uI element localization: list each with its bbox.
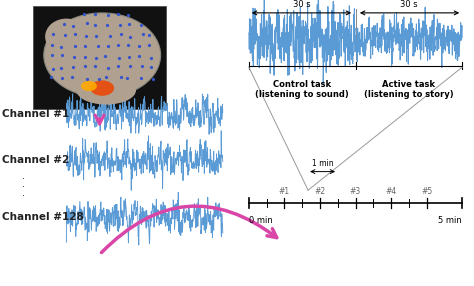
Ellipse shape bbox=[45, 19, 88, 55]
Ellipse shape bbox=[44, 13, 161, 97]
Ellipse shape bbox=[81, 81, 97, 91]
Text: Control task
(listening to sound): Control task (listening to sound) bbox=[255, 80, 349, 100]
Text: 5 min: 5 min bbox=[438, 216, 462, 225]
Text: #5: #5 bbox=[421, 187, 432, 196]
Ellipse shape bbox=[76, 76, 136, 105]
Text: Channel #128: Channel #128 bbox=[2, 212, 84, 222]
Text: #3: #3 bbox=[350, 187, 361, 196]
Bar bbox=[33, 6, 166, 109]
Text: Channel #2: Channel #2 bbox=[2, 155, 70, 165]
Text: Active task
(listening to story): Active task (listening to story) bbox=[364, 80, 454, 100]
Ellipse shape bbox=[90, 80, 114, 96]
Text: #4: #4 bbox=[385, 187, 397, 196]
Text: 0 min: 0 min bbox=[249, 216, 273, 225]
Text: ·
·
·: · · · bbox=[22, 174, 25, 201]
Text: #2: #2 bbox=[314, 187, 326, 196]
Text: 30 s: 30 s bbox=[293, 0, 311, 9]
Text: #1: #1 bbox=[279, 187, 290, 196]
Text: 1 min: 1 min bbox=[312, 159, 333, 168]
Text: 30 s: 30 s bbox=[400, 0, 418, 9]
Text: Channel #1: Channel #1 bbox=[2, 110, 70, 119]
